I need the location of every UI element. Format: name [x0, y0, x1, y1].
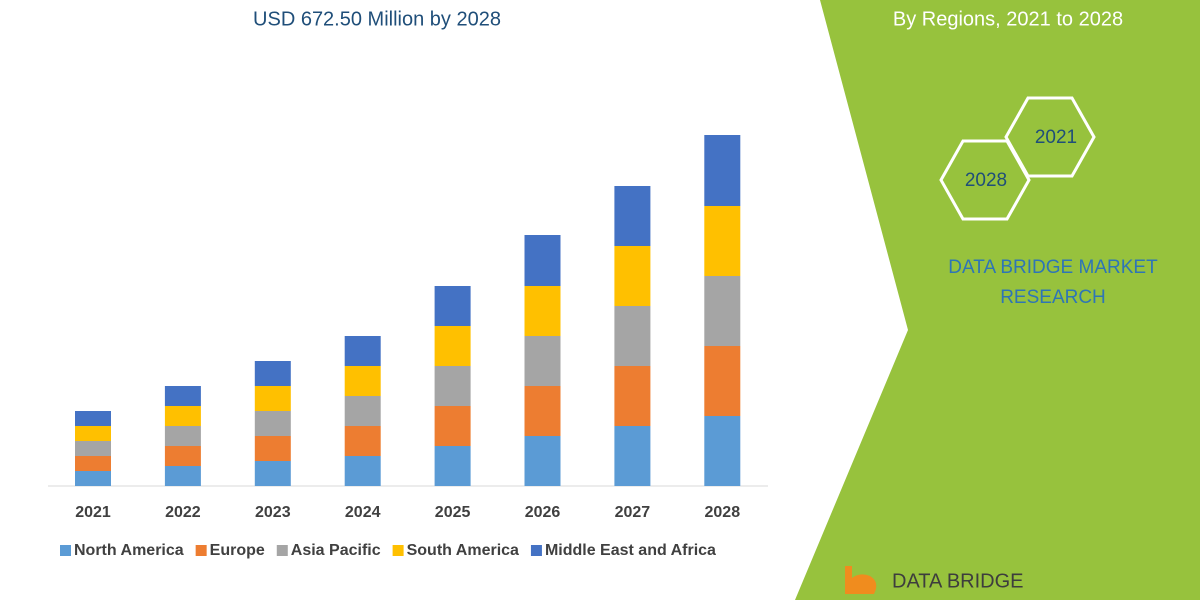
bar-segment: [75, 426, 111, 441]
legend-label: Asia Pacific: [291, 542, 381, 559]
bar-segment: [254, 386, 291, 411]
bar-segment: [704, 135, 741, 206]
bar-segment: [704, 276, 741, 346]
bar-segment: [434, 286, 471, 326]
chart-title: USD 672.50 Million by 2028: [253, 8, 501, 30]
legend-label: Europe: [210, 542, 265, 559]
brand-text: DATA BRIDGE MARKET: [948, 257, 1158, 278]
bar-segment: [434, 366, 471, 406]
hexagon-label: 2021: [1035, 127, 1077, 148]
bar-segment: [614, 246, 651, 306]
bar-segment: [164, 446, 201, 466]
panel-subtitle: By Regions, 2021 to 2028: [893, 8, 1123, 30]
bar-segment: [164, 386, 201, 406]
legend-label: South America: [407, 542, 519, 559]
legend-swatch: [276, 545, 288, 556]
bar-segment: [75, 411, 111, 426]
bar-segment: [524, 286, 561, 336]
x-tick-label: 2021: [75, 504, 111, 521]
bar-segment: [614, 306, 651, 366]
bar-segment: [75, 471, 111, 486]
bar-segment: [434, 406, 471, 446]
bar-segment: [344, 396, 381, 426]
legend-label: North America: [74, 542, 184, 559]
legend-label: Middle East and Africa: [545, 542, 716, 559]
bar-segment: [164, 466, 201, 486]
legend-swatch: [392, 545, 404, 556]
hexagon: [939, 139, 1031, 221]
bar-segment: [524, 436, 561, 486]
bar-segment: [704, 416, 741, 486]
logo-text: DATA BRIDGE: [892, 570, 1024, 592]
bar-segment: [704, 206, 741, 276]
side-panel: [795, 0, 1200, 600]
legend: North America Europe Asia Pacific South Ame…: [60, 542, 716, 559]
bar-segment: [524, 386, 561, 436]
x-tick-label: 2026: [525, 504, 561, 521]
bar-segment: [524, 235, 561, 286]
x-tick-label: 2025: [435, 504, 471, 521]
bar-segment: [344, 426, 381, 456]
bar-segment: [75, 441, 111, 456]
bar-segment: [344, 456, 381, 486]
x-tick-label: 2022: [165, 504, 201, 521]
logo-icon: [845, 566, 877, 594]
x-tick-label: 2023: [255, 504, 291, 521]
bar-segment: [434, 446, 471, 486]
x-tick-label: 2027: [615, 504, 651, 521]
bar-segment: [524, 336, 561, 386]
bar-segment: [614, 426, 651, 486]
bar-segment: [704, 346, 741, 416]
bar-segment: [164, 406, 201, 426]
bar-segment: [614, 186, 651, 246]
bar-segment: [434, 326, 471, 366]
legend-swatch: [60, 545, 71, 556]
bar-segment: [254, 436, 291, 461]
legend-swatch: [195, 545, 207, 556]
bar-segment: [344, 366, 381, 396]
brand-text: RESEARCH: [1000, 287, 1106, 308]
bar-segment: [164, 426, 201, 446]
legend-swatch: [530, 545, 542, 556]
bar-segment: [614, 366, 651, 426]
bar-segment: [254, 411, 291, 436]
plot: 2021 2022 2023 2024 2025 2026 2027 2028: [75, 135, 741, 521]
hexagon: [1004, 96, 1096, 178]
bar-segment: [254, 461, 291, 486]
bar-segment: [344, 336, 381, 366]
bar-segment: [75, 456, 111, 471]
x-tick-label: 2028: [705, 504, 741, 521]
hexagon-label: 2028: [965, 170, 1007, 191]
x-tick-label: 2024: [345, 504, 381, 521]
bar-segment: [254, 361, 291, 386]
